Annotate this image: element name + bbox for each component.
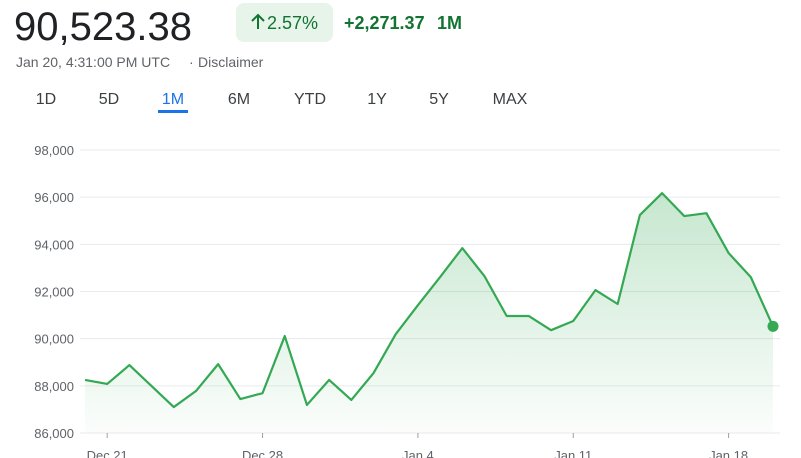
x-tick-label: Dec 21 — [87, 448, 128, 458]
change-value: +2,271.37 — [344, 13, 425, 33]
disclaimer[interactable]: Disclaimer — [198, 54, 264, 70]
y-tick-label: 86,000 — [34, 426, 74, 441]
active-tab-underline — [158, 110, 188, 113]
change-percent: 2.57% — [267, 13, 318, 33]
change-period: 1M — [437, 13, 462, 33]
chart: 86,000 88,000 90,000 92,000 94,000 96,000 98,0… — [34, 143, 780, 458]
x-tick-label: Jan 4 — [402, 448, 434, 458]
y-tick-label: 94,000 — [34, 237, 74, 252]
x-tick-label: Jan 11 — [554, 448, 592, 458]
separator: · — [189, 54, 194, 70]
timestamp: Jan 20, 4:31:00 PM UTC — [16, 54, 170, 70]
range-tab[interactable]: YTD — [294, 91, 326, 108]
area — [85, 193, 773, 433]
last-point — [767, 320, 779, 332]
price: 90,523.38 — [14, 5, 192, 49]
range-tab[interactable]: 1Y — [367, 91, 387, 108]
y-tick-label: 92,000 — [34, 285, 74, 300]
y-tick-label: 90,000 — [34, 332, 74, 347]
range-tab[interactable]: 6M — [228, 91, 250, 108]
range-tab[interactable]: MAX — [493, 91, 528, 108]
y-tick-label: 96,000 — [34, 190, 74, 205]
y-tick-label: 88,000 — [34, 379, 74, 394]
range-tab[interactable]: 5Y — [429, 91, 449, 108]
range-tabs: 1D 5D 1M 6M YTD 1Y 5Y MAX — [36, 91, 528, 113]
y-tick-label: 98,000 — [34, 143, 74, 158]
range-tab[interactable]: 1D — [36, 91, 56, 108]
range-tab[interactable]: 5D — [99, 91, 119, 108]
change-badge — [236, 3, 333, 42]
x-tick-label: Jan 18 — [709, 448, 748, 458]
x-tick-label: Dec 28 — [242, 448, 283, 458]
range-tab[interactable]: 1M — [162, 91, 184, 108]
up-arrow — [251, 13, 265, 29]
line — [84, 192, 775, 409]
